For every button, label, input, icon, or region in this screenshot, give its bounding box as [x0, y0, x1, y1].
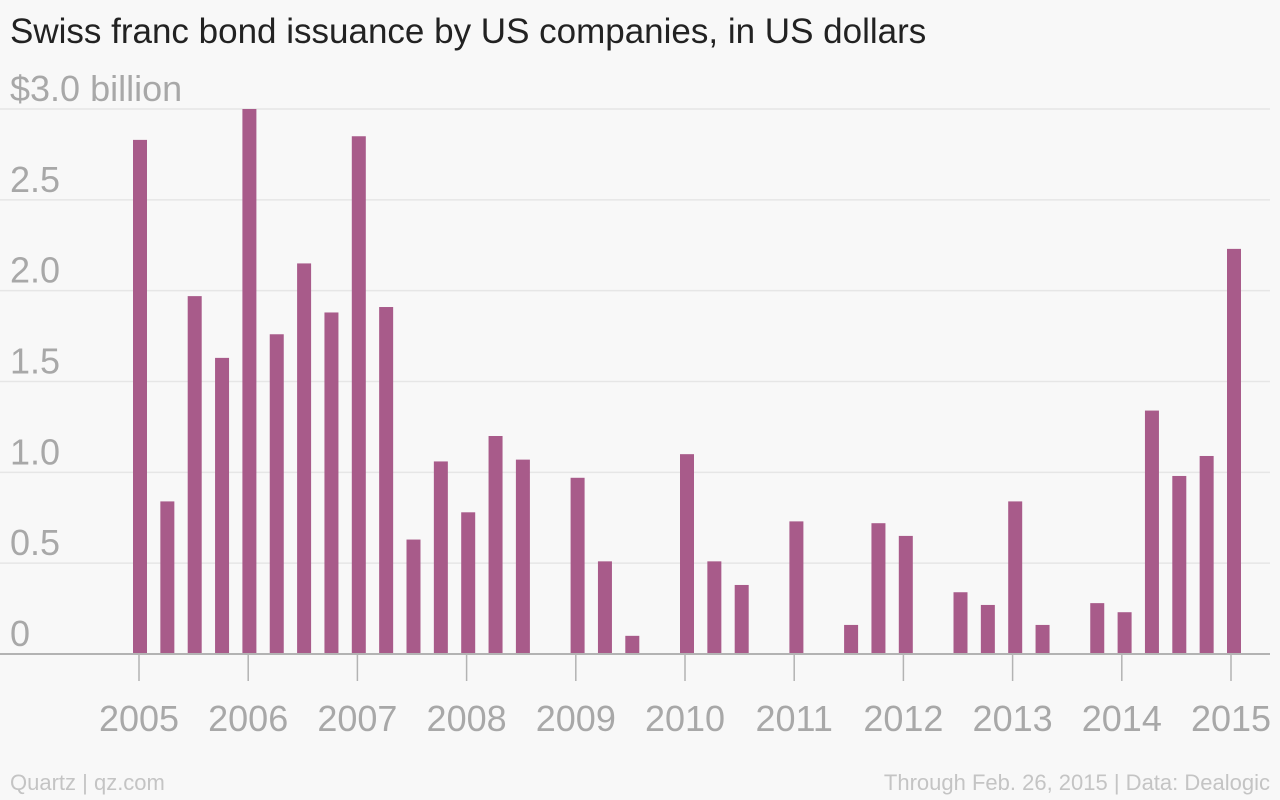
bar: [351, 136, 366, 654]
bar: [707, 561, 722, 654]
bar: [1008, 501, 1023, 654]
bar: [1090, 603, 1105, 654]
x-tick-label: 2015: [1191, 698, 1271, 739]
bar: [133, 139, 147, 655]
bar: [488, 436, 503, 654]
x-tick-label: 2011: [755, 698, 832, 739]
bar: [734, 584, 749, 654]
bar: [844, 624, 859, 654]
y-axis-tick-labels: 0 0.5 1.0 1.5 2.0 2.5 $3.0 billion: [10, 68, 182, 654]
y-tick-label: $3.0 billion: [10, 68, 182, 109]
bar: [433, 461, 448, 654]
bar-chart: 00.51.01.52.02.5$3.0 billion 2005 2006 200…: [0, 68, 1271, 739]
bar: [980, 604, 995, 654]
y-tick-label: 0: [10, 613, 30, 654]
x-tick-label: 2013: [973, 698, 1053, 739]
bar: [406, 539, 421, 654]
bar: [1199, 455, 1214, 654]
bar: [379, 307, 394, 654]
x-tick-label: 2012: [863, 698, 943, 739]
y-tick-label: 2.0: [10, 250, 60, 291]
x-axis-tick-labels: 2005 2006 2007 2008 2009 2010 2011 2012 2013 2014…: [99, 698, 1271, 739]
bar: [269, 334, 284, 654]
bar: [160, 501, 175, 654]
bar: [789, 521, 804, 654]
bar: [597, 561, 612, 654]
bar: [324, 312, 339, 654]
bar: [871, 523, 886, 654]
bar: [1172, 475, 1187, 654]
bar: [515, 459, 530, 654]
bar: [953, 592, 968, 654]
x-tick-label: 2006: [208, 698, 288, 739]
footer-credit: Quartz | qz.com: [10, 770, 165, 795]
bars: [133, 109, 1241, 655]
bar: [625, 635, 640, 654]
gridlines: [0, 108, 1270, 564]
bar: [215, 357, 230, 654]
bar: [1035, 624, 1050, 654]
bar: [570, 477, 585, 654]
chart-title: Swiss franc bond issuance by US companie…: [10, 12, 927, 51]
x-tick-label: 2007: [317, 698, 397, 739]
bar: [1227, 248, 1241, 654]
y-tick-label: 0.5: [10, 522, 60, 563]
y-tick-label: 1.0: [10, 431, 60, 472]
bar: [1117, 612, 1132, 654]
bar: [297, 263, 312, 654]
x-axis: [0, 653, 1270, 681]
y-tick-label: 1.5: [10, 341, 60, 382]
bar: [898, 535, 913, 654]
footer-source: Through Feb. 26, 2015 | Data: Dealogic: [883, 770, 1270, 795]
x-tick-label: 2008: [427, 698, 507, 739]
x-tick-label: 2005: [99, 698, 179, 739]
x-tick-label: 2010: [645, 698, 725, 739]
bar: [187, 296, 202, 654]
x-tick-label: 2014: [1082, 698, 1162, 739]
bar: [680, 454, 694, 654]
bar: [461, 512, 476, 654]
bar: [1144, 410, 1159, 654]
y-tick-label: 2.5: [10, 159, 60, 200]
bar: [242, 109, 257, 654]
x-tick-label: 2009: [536, 698, 616, 739]
